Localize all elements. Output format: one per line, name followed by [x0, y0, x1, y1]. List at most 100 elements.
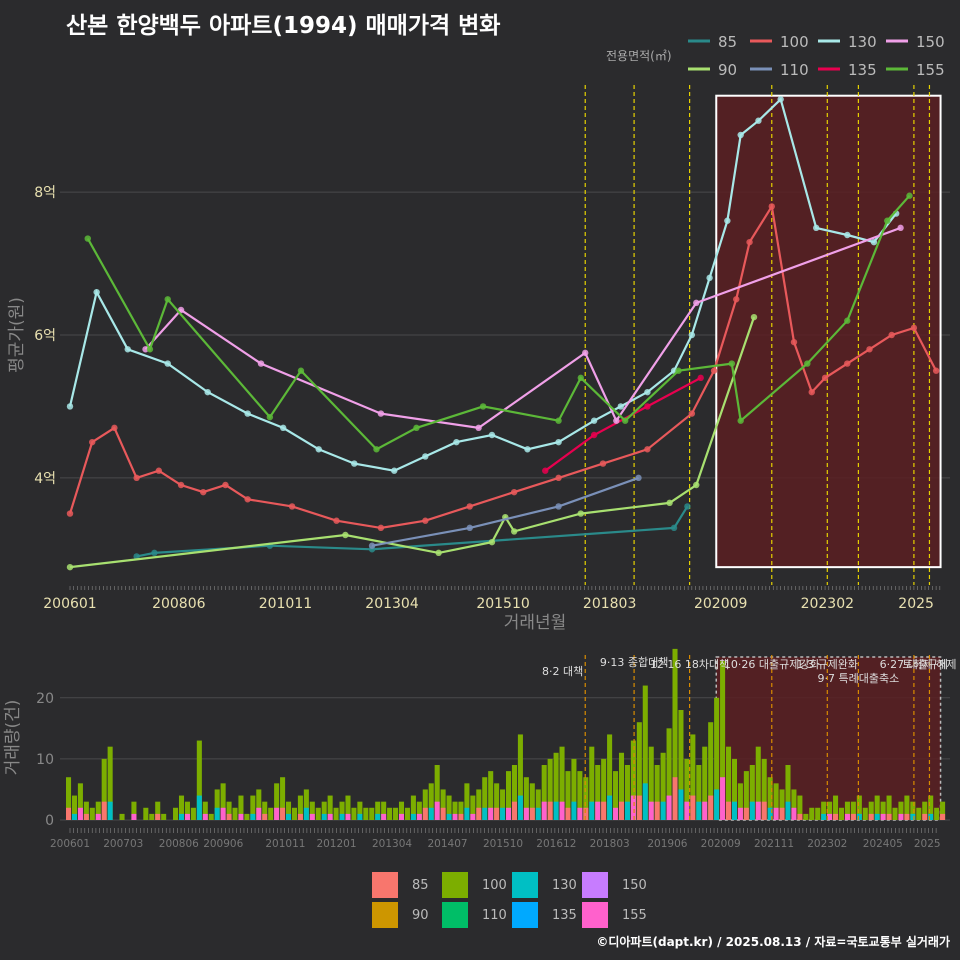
data-point-100: [599, 460, 607, 467]
data-point-155: [84, 235, 91, 242]
data-point-100: [422, 517, 429, 524]
volume-bar: [642, 685, 648, 820]
volume-bar: [244, 813, 250, 820]
volume-bar: [749, 765, 755, 820]
data-point-135: [644, 403, 651, 410]
policy-label: 10·26 대출규제강화: [724, 658, 820, 671]
volume-bar: [315, 807, 321, 820]
data-point-100: [66, 510, 74, 517]
data-point-85: [151, 549, 158, 557]
data-point-155: [266, 413, 274, 421]
volume-bar-segment: [155, 813, 161, 820]
data-point-150: [582, 349, 589, 357]
volume-bar-segment: [940, 813, 946, 820]
volume-bar: [553, 752, 559, 820]
volume-bar: [660, 752, 666, 820]
volume-bar: [178, 795, 185, 820]
volume-bar-segment: [827, 813, 833, 820]
data-point-100: [808, 388, 815, 396]
data-point-155: [577, 374, 584, 382]
volume-bar: [850, 801, 856, 820]
data-point-130: [844, 231, 851, 239]
volume-bar: [226, 801, 232, 820]
vol-x-tick-label: 201304: [372, 838, 412, 850]
volume-bar: [173, 807, 179, 820]
data-point-130: [315, 446, 322, 453]
volume-bar: [428, 783, 434, 820]
volume-bar: [827, 801, 833, 820]
volume-bar: [398, 801, 405, 820]
volume-bar: [624, 765, 630, 820]
volume-bar-segment: [95, 813, 101, 820]
volume-bar-segment: [928, 813, 934, 820]
volume-bar-segment: [726, 801, 732, 820]
volume-bar-segment: [357, 813, 363, 820]
price-plot: 4억 6억 8억 200601 200806 201011 201304 201510 2018…: [7, 85, 950, 633]
policy-label: 8·2 대책: [542, 665, 583, 678]
volume-bar-segment: [464, 807, 470, 820]
volume-bar-segment: [833, 813, 839, 820]
volume-bar-segment: [630, 795, 636, 820]
volume-bar-segment: [547, 801, 553, 820]
volume-bar: [684, 758, 690, 820]
volume-bar-segment: [910, 813, 916, 820]
data-point-100: [768, 203, 775, 210]
data-point-100: [821, 374, 829, 382]
volume-bar: [416, 801, 422, 820]
volume-bar-segment: [624, 801, 630, 820]
volume-bar-segment: [767, 807, 773, 820]
data-point-150: [693, 299, 700, 307]
data-point-130: [617, 403, 624, 410]
data-point-150: [257, 360, 265, 367]
volume-bar-segment: [618, 801, 625, 820]
volume-bar: [761, 758, 767, 820]
volume-bar: [274, 783, 280, 820]
volume-bar-segment: [743, 807, 749, 820]
data-point-155: [675, 367, 682, 374]
volume-bar: [565, 771, 571, 820]
vol-x-tick-label: 201510: [483, 838, 523, 850]
volume-bar: [452, 801, 458, 820]
volume-bar-segment: [202, 813, 208, 820]
x-tick-label: 201304: [365, 596, 419, 612]
y-tick-label: 6억: [34, 328, 56, 344]
legend-label-130: 130: [848, 33, 877, 51]
volume-bar: [613, 771, 619, 820]
vol-x-tick-label: 202009: [701, 838, 741, 850]
data-point-100: [888, 331, 895, 339]
volume-bar-segment: [83, 813, 89, 820]
volume-bar-segment: [482, 807, 488, 820]
legend-label-155: 155: [916, 61, 945, 79]
data-point-100: [932, 367, 940, 374]
volume-bar-segment: [375, 813, 381, 820]
volume-bar-segment: [821, 813, 827, 820]
volume-bar-segment: [458, 813, 464, 820]
legend-label-135: 135: [848, 61, 877, 79]
data-point-130: [688, 331, 696, 339]
volume-bar-segment: [571, 801, 577, 820]
volume-bar: [214, 789, 220, 820]
volume-bar: [755, 746, 761, 820]
data-point-155: [413, 424, 420, 432]
data-point-155: [164, 296, 171, 303]
volume-legend-item-155: 155: [582, 902, 647, 928]
volume-bar: [648, 746, 654, 820]
y-axis-title: 평균가(원): [7, 297, 27, 373]
volume-bar: [89, 807, 95, 820]
series-line-90: [69, 316, 756, 569]
vol-y-tick-label: 0: [45, 813, 54, 829]
data-point-130: [391, 467, 398, 474]
volume-bar: [476, 789, 482, 820]
data-point-135: [542, 467, 549, 474]
volume-bar: [297, 795, 303, 820]
volume-bar: [523, 777, 529, 820]
volume-bar: [743, 771, 749, 820]
volume-bar-segment: [434, 801, 440, 820]
legend-title: 전용면적(㎡): [606, 49, 672, 63]
volume-bar-segment: [844, 813, 850, 820]
volume-bar: [785, 765, 791, 820]
data-point-130: [644, 388, 651, 396]
vol-x-tick-label: 201906: [647, 838, 687, 850]
volume-bar: [868, 801, 874, 820]
data-point-85: [670, 524, 678, 532]
